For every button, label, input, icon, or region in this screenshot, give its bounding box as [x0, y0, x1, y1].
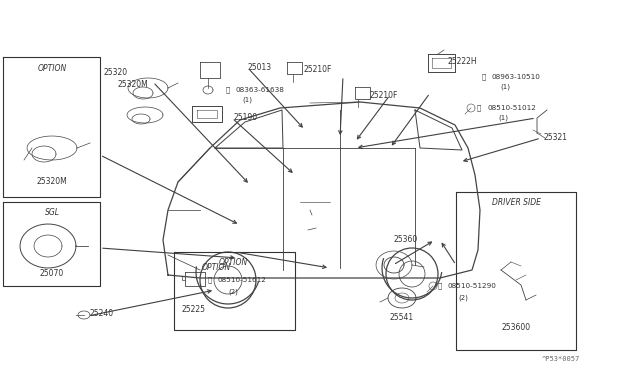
Text: 25013: 25013 — [248, 64, 272, 73]
Text: 25320: 25320 — [104, 68, 128, 77]
Text: 25320M: 25320M — [118, 80, 148, 89]
Text: 25240: 25240 — [90, 308, 114, 317]
Text: 08510-51612: 08510-51612 — [218, 277, 267, 283]
Text: (1): (1) — [242, 97, 252, 103]
Text: SGL: SGL — [45, 208, 60, 217]
Text: Ⓢ: Ⓢ — [477, 105, 481, 111]
Text: Ⓢ: Ⓢ — [208, 277, 212, 283]
Text: (2): (2) — [458, 295, 468, 301]
Text: 08510-51012: 08510-51012 — [487, 105, 536, 111]
Text: Ⓢ: Ⓢ — [226, 87, 230, 93]
Text: OPTION: OPTION — [37, 64, 67, 73]
Text: Ⓢ: Ⓢ — [438, 283, 442, 289]
Text: 253600: 253600 — [501, 324, 531, 333]
Text: (2): (2) — [228, 289, 238, 295]
Text: 25190: 25190 — [233, 113, 257, 122]
Text: (1): (1) — [498, 115, 508, 121]
Text: 25225: 25225 — [181, 305, 205, 314]
Text: 25210F: 25210F — [303, 65, 332, 74]
Text: ^P53*0057: ^P53*0057 — [541, 356, 580, 362]
Text: 25541: 25541 — [390, 314, 414, 323]
Text: 25210F: 25210F — [370, 90, 398, 99]
Text: 25222H: 25222H — [447, 58, 477, 67]
Text: 25360: 25360 — [393, 235, 417, 244]
Text: 08510-51290: 08510-51290 — [448, 283, 497, 289]
Text: 08963-10510: 08963-10510 — [492, 74, 541, 80]
Text: OPTION: OPTION — [202, 263, 230, 272]
Text: OPTION: OPTION — [218, 258, 248, 267]
Text: 25070: 25070 — [40, 269, 64, 278]
Text: Ⓝ: Ⓝ — [482, 74, 486, 80]
Text: (1): (1) — [500, 84, 510, 90]
Text: 25321: 25321 — [543, 134, 567, 142]
Text: 08363-61638: 08363-61638 — [236, 87, 285, 93]
Text: DRIVER SIDE: DRIVER SIDE — [492, 198, 541, 207]
Text: 25320M: 25320M — [36, 177, 67, 186]
